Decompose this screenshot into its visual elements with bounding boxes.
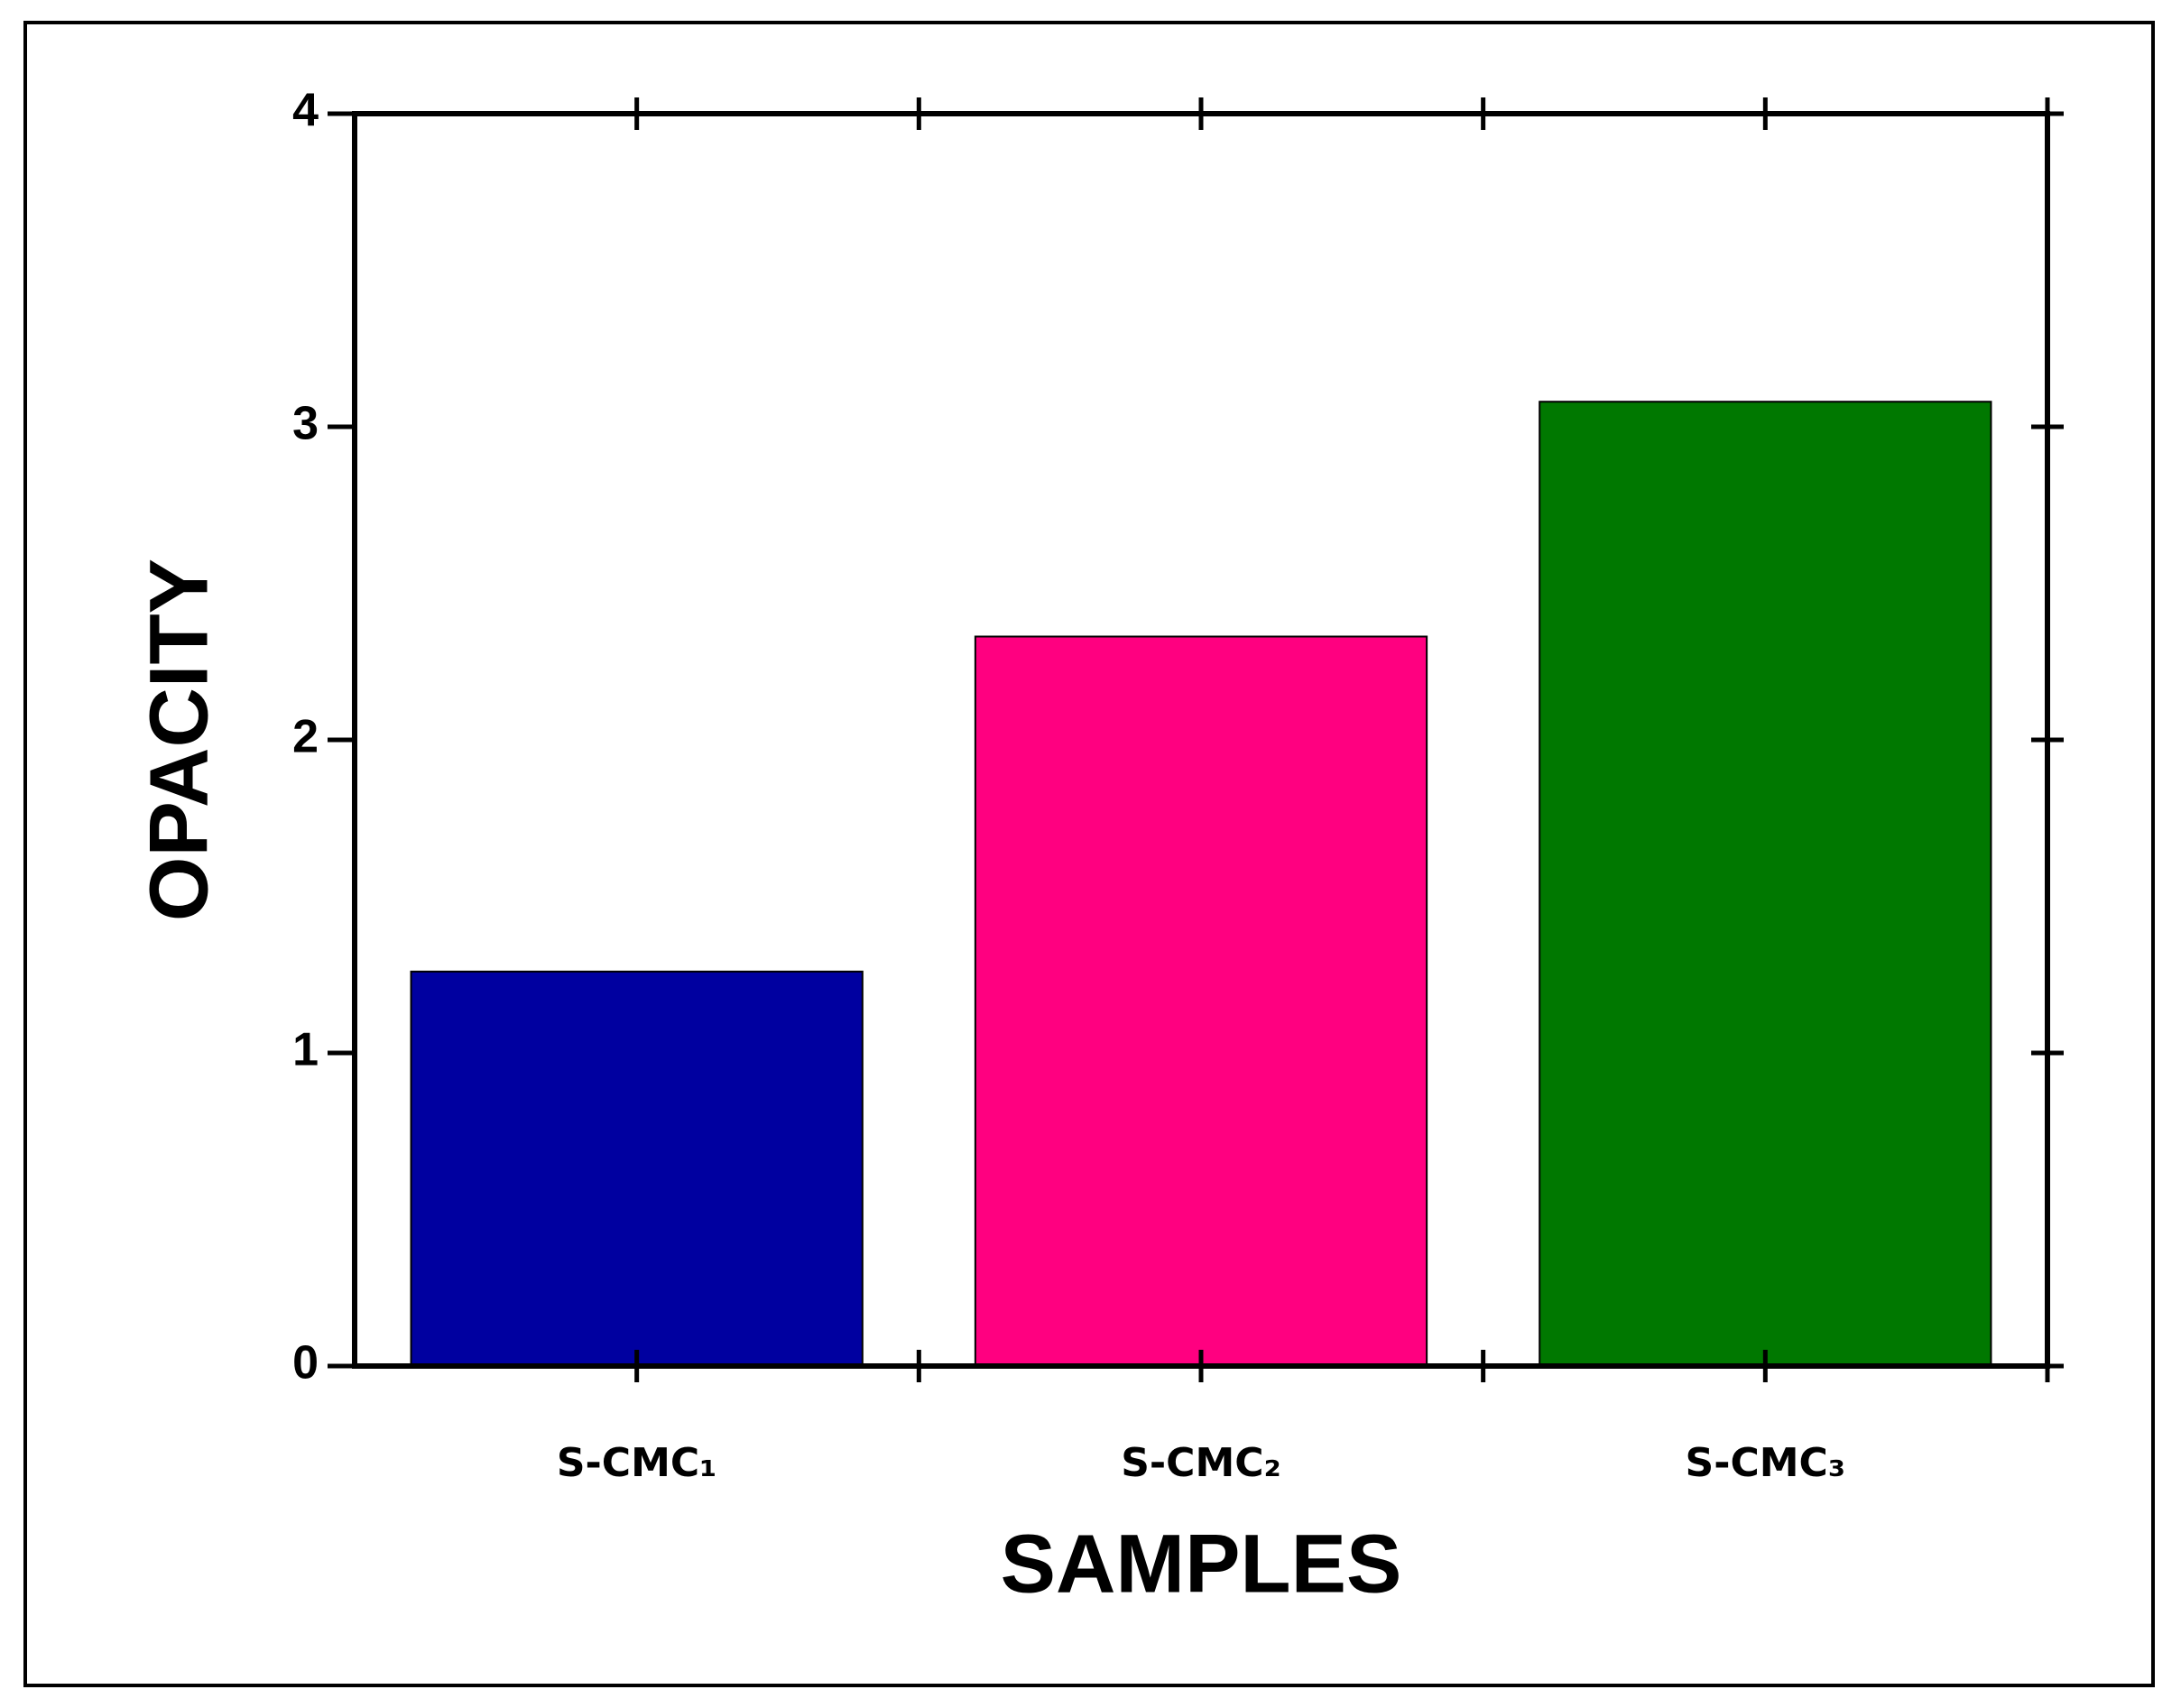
y-tick-label: 1 xyxy=(292,1024,319,1076)
bar xyxy=(1539,401,1992,1367)
y-tick-label: 4 xyxy=(292,85,319,137)
y-axis-title: OPACITY xyxy=(133,559,225,921)
x-tick-label: S-CMC₂ xyxy=(1121,1440,1281,1486)
frame xyxy=(23,21,2155,1687)
x-tick-label: S-CMC₃ xyxy=(1686,1440,1846,1486)
bar xyxy=(974,635,1428,1367)
y-tick-label: 2 xyxy=(292,711,319,763)
y-tick-label: 0 xyxy=(292,1337,319,1389)
x-axis-title: SAMPLES xyxy=(1001,1518,1402,1610)
y-tick-label: 3 xyxy=(292,398,319,450)
bar xyxy=(410,970,864,1368)
plot-border xyxy=(352,111,2050,1369)
x-tick-label: S-CMC₁ xyxy=(557,1440,717,1486)
